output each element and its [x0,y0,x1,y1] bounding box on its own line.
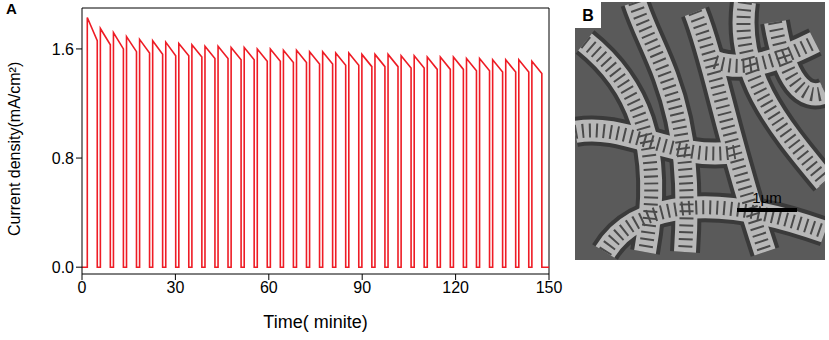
svg-text:60: 60 [260,279,278,296]
svg-text:Current density(mA/cm²): Current density(mA/cm²) [6,62,23,236]
svg-text:120: 120 [442,279,469,296]
svg-text:1μm: 1μm [752,189,781,206]
svg-text:Time( minite): Time( minite) [263,312,367,332]
svg-text:0.8: 0.8 [52,150,74,167]
svg-text:150: 150 [536,279,563,296]
svg-text:0: 0 [78,279,87,296]
html-text:A: A [6,0,17,17]
svg-text:B: B [582,7,594,24]
svg-text:90: 90 [353,279,371,296]
svg-text:0.0: 0.0 [52,259,74,276]
svg-text:1.6: 1.6 [52,41,74,58]
svg-text:30: 30 [167,279,185,296]
